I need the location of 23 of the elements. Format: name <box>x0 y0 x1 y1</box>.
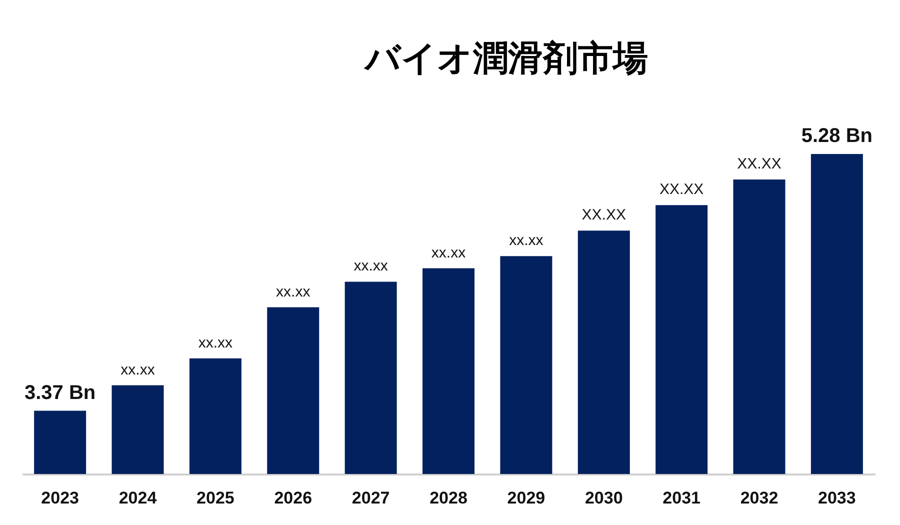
data-label: 5.28 Bn <box>801 125 873 147</box>
data-label: XX.XX <box>582 206 626 224</box>
data-label: xx.xx <box>276 283 311 300</box>
data-label: xx.xx <box>198 334 234 352</box>
x-tick-label: 2024 <box>118 488 158 508</box>
x-tick-label: 2032 <box>740 488 778 508</box>
x-tick-label: 2033 <box>818 488 856 508</box>
x-tick-label: 2028 <box>430 488 468 508</box>
data-label: xx.xx <box>354 258 388 275</box>
data-label: 3.37 Bn <box>24 382 96 404</box>
x-tick-label: 2026 <box>274 488 312 508</box>
x-tick-label: 2027 <box>352 488 390 508</box>
data-label: XX.XX <box>737 156 782 173</box>
x-tick-label: 2031 <box>662 488 700 508</box>
x-tick-label: 2029 <box>507 488 546 508</box>
data-label: XX.XX <box>659 181 704 198</box>
x-tick-label: 2025 <box>196 488 234 508</box>
x-tick-label: 2023 <box>41 488 79 508</box>
x-tick-label: 2030 <box>584 488 623 508</box>
data-label: xx.xx <box>431 244 466 262</box>
data-label: xx.xx <box>120 361 156 378</box>
data-label: xx.xx <box>509 232 544 250</box>
chart-title: バイオ潤滑剤市場 <box>363 39 648 78</box>
